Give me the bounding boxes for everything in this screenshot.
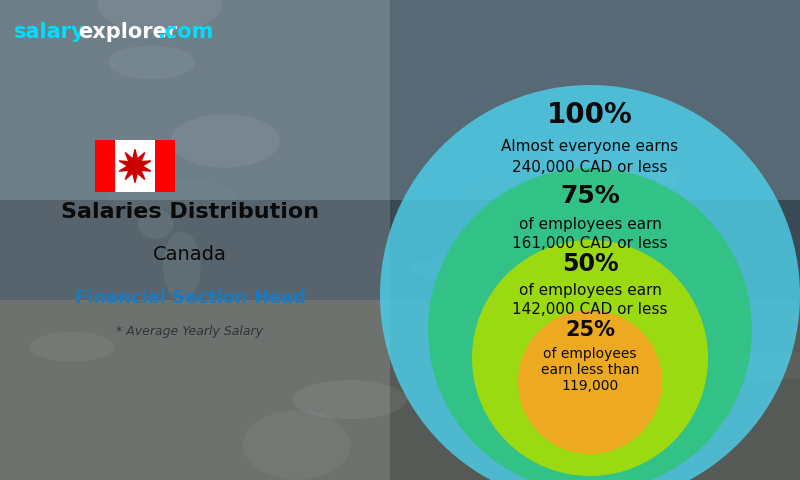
Ellipse shape <box>108 46 195 79</box>
Ellipse shape <box>293 380 406 419</box>
Bar <box>0 300 800 480</box>
Text: Financial Section Head: Financial Section Head <box>74 289 306 307</box>
Ellipse shape <box>170 114 280 168</box>
Text: 161,000 CAD or less: 161,000 CAD or less <box>512 236 668 251</box>
Text: * Average Yearly Salary: * Average Yearly Salary <box>117 325 263 338</box>
Text: of employees: of employees <box>543 347 637 361</box>
Circle shape <box>472 240 708 476</box>
Text: of employees earn: of employees earn <box>518 216 662 231</box>
Circle shape <box>518 310 662 454</box>
Bar <box>0 0 800 200</box>
Text: earn less than: earn less than <box>541 363 639 377</box>
Text: of employees earn: of employees earn <box>518 283 662 298</box>
Text: 100%: 100% <box>547 101 633 129</box>
Text: 75%: 75% <box>560 184 620 208</box>
Ellipse shape <box>138 209 174 239</box>
Ellipse shape <box>163 231 201 301</box>
Polygon shape <box>119 149 151 182</box>
Circle shape <box>428 168 752 480</box>
Circle shape <box>380 85 800 480</box>
Ellipse shape <box>486 193 584 259</box>
Text: 119,000: 119,000 <box>562 379 618 393</box>
Bar <box>155 140 175 192</box>
Text: Salaries Distribution: Salaries Distribution <box>61 202 319 222</box>
Bar <box>115 140 155 192</box>
Bar <box>0 0 390 480</box>
Ellipse shape <box>30 332 114 361</box>
Text: salary: salary <box>14 22 86 42</box>
Ellipse shape <box>534 133 680 207</box>
Text: 25%: 25% <box>565 320 615 340</box>
Text: Almost everyone earns: Almost everyone earns <box>502 140 678 155</box>
Text: explorer: explorer <box>78 22 178 42</box>
Text: .com: .com <box>158 22 214 42</box>
Ellipse shape <box>98 0 222 34</box>
Text: 240,000 CAD or less: 240,000 CAD or less <box>512 159 668 175</box>
Text: 50%: 50% <box>562 252 618 276</box>
Text: 142,000 CAD or less: 142,000 CAD or less <box>512 301 668 316</box>
Bar <box>95 140 115 192</box>
Text: Canada: Canada <box>153 245 227 264</box>
